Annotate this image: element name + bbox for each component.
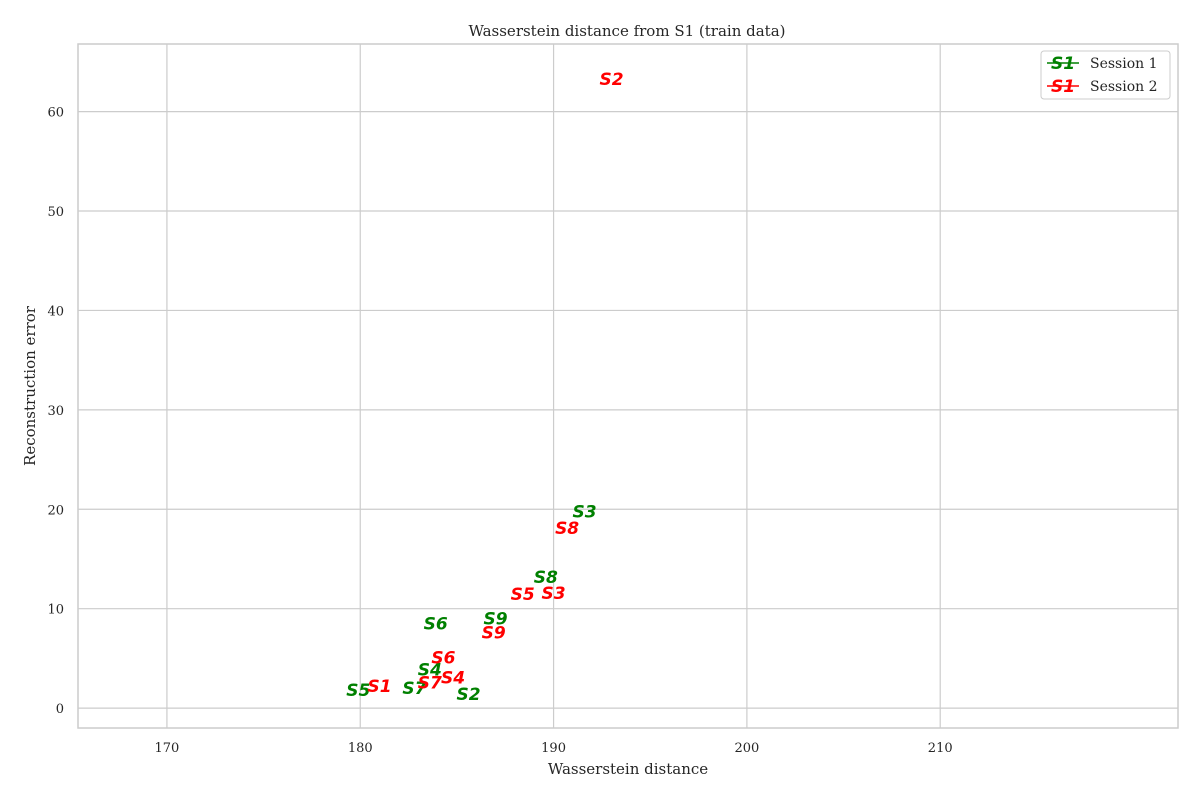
legend-marker-session-2: S1 (1051, 77, 1075, 97)
point-session-1-s9: S9 (484, 610, 508, 630)
legend-entry-session-1: S1 Session 1 (1047, 54, 1158, 74)
point-session-2-s7: S7 (418, 673, 442, 693)
point-session-1-s4: S4 (418, 660, 442, 680)
point-session-1-s3: S3 (572, 502, 596, 522)
x-axis-label: Wasserstein distance (548, 760, 708, 778)
y-tick-label: 20 (47, 503, 64, 518)
legend-label-session-1: Session 1 (1090, 56, 1158, 72)
point-session-1-s7: S7 (402, 679, 426, 699)
legend: S1 Session 1 S1 Session 2 (1040, 50, 1171, 100)
y-tick-label: 50 (47, 205, 64, 220)
legend-label-session-2: Session 2 (1090, 79, 1158, 95)
y-tick-label: 40 (47, 304, 64, 319)
legend-entry-session-2: S1 Session 2 (1047, 77, 1158, 97)
point-session-2-s6: S6 (431, 648, 455, 668)
y-grid (78, 111, 1178, 709)
y-tick-label: 10 (47, 603, 64, 618)
x-tick-label: 200 (734, 741, 759, 756)
y-tick-label: 60 (47, 106, 64, 121)
chart-title: Wasserstein distance from S1 (train data… (468, 22, 785, 40)
y-tick-label: 0 (56, 702, 64, 717)
point-session-1-s6: S6 (424, 615, 448, 635)
x-tick-label: 170 (155, 741, 180, 756)
x-tick-label: 210 (928, 741, 953, 756)
point-session-2-s1: S1 (368, 677, 392, 697)
plot-frame (77, 43, 1179, 729)
point-session-2-s2: S2 (600, 70, 624, 90)
point-session-2-s9: S9 (482, 624, 506, 644)
y-tick-label: 30 (47, 404, 64, 419)
x-tick-label: 180 (348, 741, 373, 756)
legend-marker-session-1: S1 (1051, 54, 1075, 74)
point-session-2-s8: S8 (555, 519, 579, 539)
y-tick-labels: 0 10 20 30 40 50 60 (47, 106, 64, 718)
point-session-2-s5: S5 (511, 585, 535, 605)
point-session-1-s5: S5 (346, 681, 370, 701)
x-grid (166, 44, 941, 728)
point-session-2-s3: S3 (542, 584, 566, 604)
point-session-1-s8: S8 (534, 568, 558, 588)
x-tick-label: 190 (541, 741, 566, 756)
point-session-1-s2: S2 (456, 685, 480, 705)
y-axis-label: Reconstruction error (21, 305, 39, 466)
point-session-2-s4: S4 (441, 668, 465, 688)
x-tick-labels: 170 180 190 200 210 (155, 741, 953, 756)
